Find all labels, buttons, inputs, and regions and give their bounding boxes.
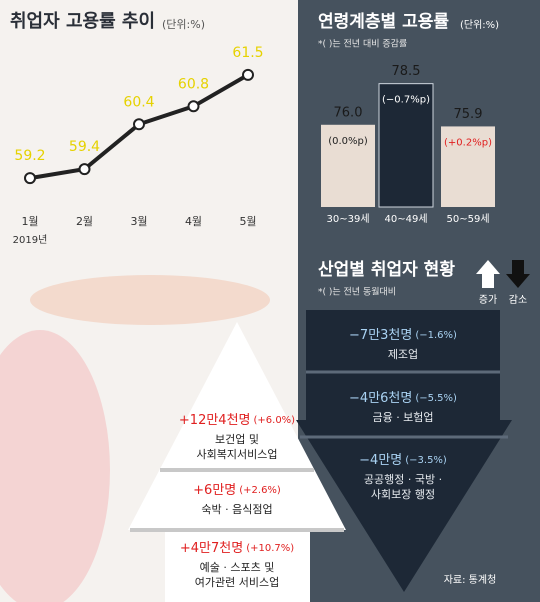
x-tick-label: 1월 [21, 215, 38, 228]
change-amount: +4만7천명 [180, 541, 243, 556]
change-percent: (−3.5%) [405, 455, 447, 466]
point [133, 118, 145, 131]
legend-increase: 증가 [479, 294, 497, 306]
figure-decoration [0, 330, 110, 602]
hand-decoration [30, 275, 270, 325]
sector: 여가관련 서비스업 [195, 576, 279, 589]
value-label: 61.5 [232, 45, 263, 61]
chart-title: 취업자 고용률 추이 [10, 11, 155, 32]
change: −4만명 (−3.5%) [359, 453, 447, 468]
value-label: 59.4 [69, 139, 100, 155]
bar [321, 124, 375, 207]
sector: 사회복지서비스업 [197, 448, 278, 461]
year-label: 2019년 [13, 234, 48, 246]
change-percent: (+2.6%) [239, 485, 281, 496]
change: +4만7천명 (+10.7%) [180, 541, 294, 556]
change-amount: −7만3천명 [349, 328, 412, 343]
value-label: 75.9 [454, 107, 483, 122]
source: 자료: 통계청 [444, 574, 497, 586]
bar [441, 126, 495, 207]
section-title: 산업별 취업자 현황 [318, 259, 455, 280]
change-label: (0.0%p) [328, 136, 368, 147]
point [187, 100, 200, 113]
decrease-arrow [296, 310, 512, 592]
sector: 숙박 · 음식점업 [201, 503, 272, 516]
chart-subtitle: (단위:%) [460, 18, 499, 31]
change-percent: (−5.5%) [415, 393, 457, 404]
value-label: 59.2 [14, 148, 45, 164]
legend-increase-icon [476, 260, 500, 288]
x-tick-label: 4월 [185, 215, 202, 228]
change-percent: (+6.0%) [254, 415, 296, 426]
x-tick-label: 2월 [76, 215, 93, 228]
change: +12만4천명 (+6.0%) [179, 413, 295, 428]
change-amount: +6만명 [193, 483, 236, 498]
point [24, 172, 36, 185]
x-tick-label: 40~49세 [384, 213, 427, 225]
sector: 예술 · 스포츠 및 [200, 561, 275, 574]
value-label: 60.4 [123, 94, 154, 110]
legend-decrease: 감소 [509, 294, 527, 306]
change-amount: −4만명 [359, 453, 402, 468]
change-label: (+0.2%p) [444, 137, 492, 148]
legend-decrease-icon [506, 260, 530, 288]
bar [378, 83, 434, 208]
change: −7만3천명 (−1.6%) [349, 328, 457, 343]
point [78, 163, 91, 176]
change-percent: (−1.6%) [415, 330, 457, 341]
change-label: (−0.7%p) [382, 95, 430, 106]
sector: 사회보장 행정 [371, 488, 435, 501]
x-tick-label: 30~39세 [326, 213, 369, 225]
chart-title: 연령계층별 고용률 [318, 11, 449, 32]
change: −4만6천명 (−5.5%) [349, 391, 457, 406]
change-amount: −4만6천명 [349, 391, 412, 406]
change: +6만명 (+2.6%) [193, 483, 281, 498]
value-label: 78.5 [392, 64, 421, 79]
sector: 제조업 [388, 348, 418, 361]
x-tick-label: 3월 [130, 215, 147, 228]
x-tick-label: 50~59세 [446, 213, 489, 225]
change-percent: (+10.7%) [246, 543, 294, 554]
point [242, 68, 254, 81]
chart-note: *( )는 전년 대비 증감률 [318, 38, 407, 50]
value-label: 76.0 [334, 105, 363, 120]
sector: 보건업 및 [215, 433, 259, 446]
value-label: 60.8 [178, 76, 209, 92]
change-amount: +12만4천명 [179, 413, 251, 428]
chart-subtitle: (단위:%) [162, 18, 205, 31]
x-tick-label: 5월 [239, 215, 256, 228]
sector: 공공행정 · 국방 · [364, 473, 442, 486]
sector: 금융 · 보험업 [372, 411, 433, 424]
section-note: *( )는 전년 동월대비 [318, 286, 396, 298]
